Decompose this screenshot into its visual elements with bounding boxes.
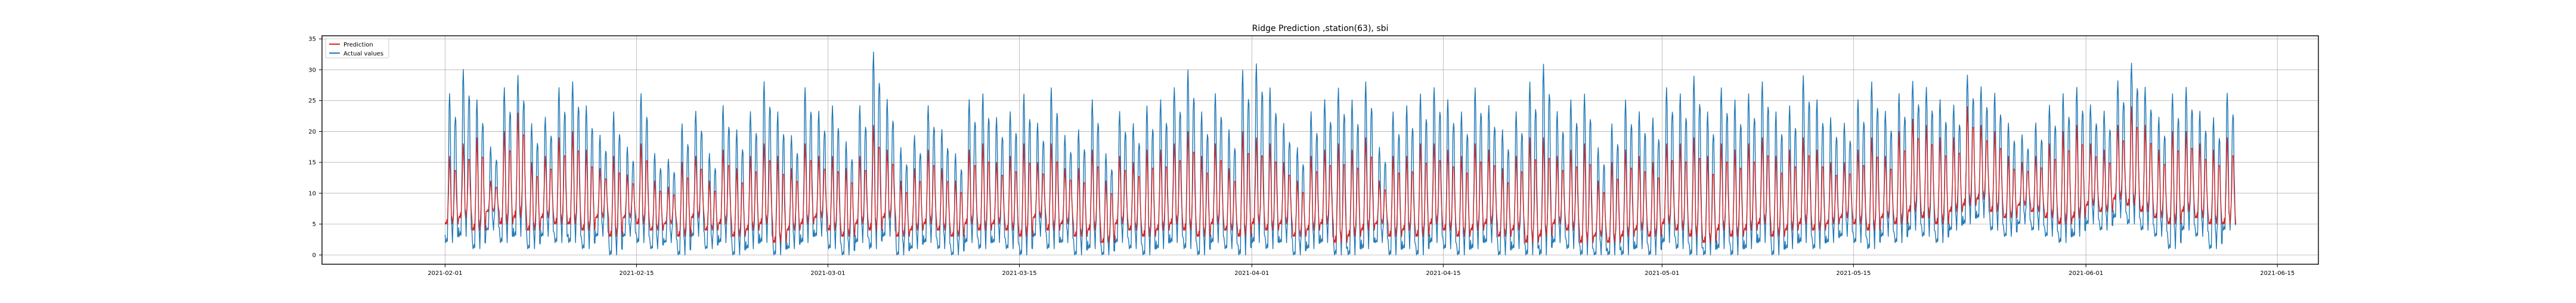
y-tick-label: 20 [308,129,316,135]
x-tick-label: 2021-06-01 [2069,270,2103,277]
plot-frame [321,35,2319,265]
x-tick-label: 2021-06-15 [2260,270,2295,277]
x-tick-label: 2021-03-01 [810,270,845,277]
x-tick-label: 2021-05-01 [1645,270,1679,277]
legend-label-prediction: Prediction [343,42,373,48]
legend-box [325,38,389,58]
grid-lines [322,36,2318,264]
x-tick-label: 2021-05-15 [1836,270,1871,277]
y-tick-label: 35 [308,36,316,43]
x-tick-label: 2021-04-15 [1426,270,1460,277]
y-tick-label: 15 [308,160,316,166]
x-tick-label: 2021-02-01 [428,270,462,277]
x-tick-label: 2021-04-01 [1234,270,1269,277]
chart-title: Ridge Prediction ,station(63), sbi [1252,24,1389,33]
x-tick-label: 2021-02-15 [619,270,654,277]
legend: Prediction Actual values [325,38,389,58]
y-tick-label: 30 [308,67,316,73]
y-tick-label: 5 [312,221,316,228]
series-lines [444,51,2237,256]
y-tick-label: 10 [308,190,316,197]
y-tick-label: 25 [308,98,316,104]
y-axis: 0 5 10 15 20 25 30 35 [308,36,322,259]
x-tick-label: 2021-03-15 [1002,270,1036,277]
legend-label-actual-values: Actual values [343,51,383,57]
series-line-prediction [444,106,2237,243]
x-axis: 2021-02-01 2021-02-15 2021-03-01 2021-03-15… [428,264,2295,277]
y-tick-label: 0 [312,252,316,259]
